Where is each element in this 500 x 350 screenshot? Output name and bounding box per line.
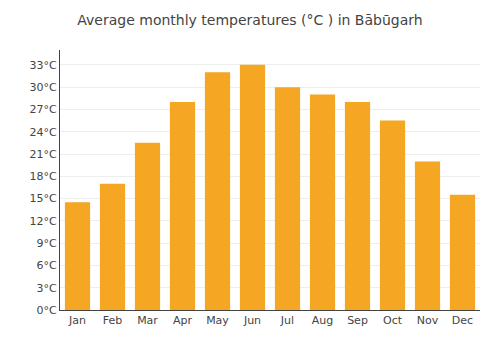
svg-text:Dec: Dec [452,314,473,327]
svg-text:Jun: Jun [243,314,261,327]
svg-text:Mar: Mar [137,314,158,327]
svg-text:Oct: Oct [383,314,403,327]
svg-text:0°C: 0°C [37,304,57,317]
svg-text:Nov: Nov [417,314,439,327]
svg-text:21°C: 21°C [30,148,57,161]
svg-text:Average monthly temperatures (: Average monthly temperatures (°C ) in Bā… [77,12,422,28]
svg-text:33°C: 33°C [30,59,57,72]
svg-text:Feb: Feb [103,314,122,327]
svg-text:27°C: 27°C [30,103,57,116]
svg-text:Jul: Jul [280,314,294,327]
svg-text:3°C: 3°C [37,282,57,295]
svg-text:15°C: 15°C [30,192,57,205]
svg-text:Apr: Apr [173,314,193,327]
svg-text:Jan: Jan [68,314,86,327]
svg-text:May: May [206,314,229,327]
svg-text:24°C: 24°C [30,126,57,139]
svg-text:30°C: 30°C [30,81,57,94]
svg-text:6°C: 6°C [37,259,57,272]
svg-text:9°C: 9°C [37,237,57,250]
svg-text:Aug: Aug [312,314,333,327]
svg-text:12°C: 12°C [30,215,57,228]
svg-text:18°C: 18°C [30,170,57,183]
svg-text:Sep: Sep [347,314,368,327]
